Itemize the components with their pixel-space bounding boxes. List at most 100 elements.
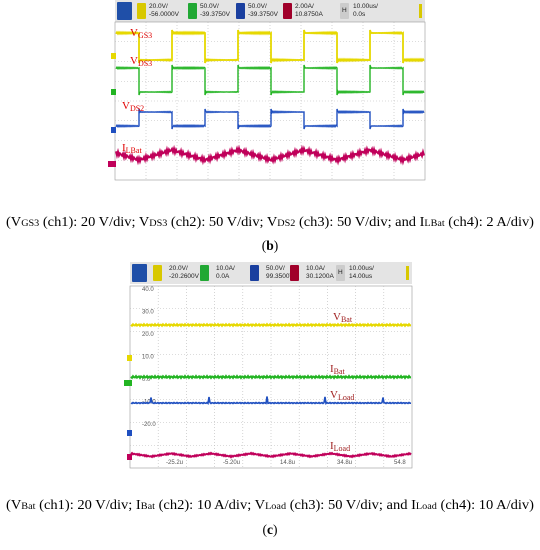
trace-label: VBat <box>333 311 353 324</box>
waveform <box>130 322 412 328</box>
trace-label: ILBat <box>122 142 142 155</box>
channel-scale: 50.0V/ <box>248 3 267 10</box>
channel-scale: 2.00A/ <box>295 3 314 10</box>
channel-flag <box>127 430 132 436</box>
caption-subscript: DS3 <box>149 219 167 229</box>
trace-label-main: I <box>330 440 334 452</box>
figure-label-part: ) <box>273 522 278 537</box>
channel-scale: 20.0V/ <box>149 3 168 10</box>
trace-label-main: I <box>122 142 126 154</box>
channel-offset: 99.3500V <box>266 273 294 280</box>
channel-flag <box>127 454 132 460</box>
timebase-box <box>336 265 345 281</box>
trace-label-main: V <box>330 389 338 401</box>
waveform <box>130 374 412 380</box>
timebase-marker: H <box>342 7 347 14</box>
channel-box <box>137 3 146 19</box>
channel-flag <box>111 127 116 133</box>
y-axis-label: 0.0 <box>142 377 151 383</box>
channel-flag <box>124 380 132 386</box>
x-axis-label: 14.8u <box>280 460 295 466</box>
channel-offset: 10.8750A <box>295 11 323 18</box>
caption-subscript: GS3 <box>21 219 39 229</box>
y-axis-label: 10.0 <box>142 355 154 361</box>
figure-label-part: b <box>266 238 274 253</box>
x-axis-label: -5.20u <box>223 460 240 466</box>
channel-box <box>236 3 245 19</box>
caption-subscript: LBat <box>424 219 445 229</box>
x-axis-label: -25.2u <box>166 460 183 466</box>
trigger-marker <box>406 266 409 280</box>
x-axis-label: 34.8u <box>337 460 352 466</box>
channel-flag <box>111 89 116 95</box>
channel-offset: -39.3750V <box>200 11 231 18</box>
caption-text: (ch3): 50 V/div; and I <box>286 497 416 512</box>
caption-text: (ch2): 10 A/div; V <box>155 497 265 512</box>
channel-scale: 50.0V/ <box>200 3 219 10</box>
y-axis-label: 20.0 <box>142 332 154 338</box>
figure-label: (b) <box>262 238 279 253</box>
trace-label-sub: GS3 <box>138 31 152 40</box>
figure-label: (c) <box>263 522 278 537</box>
caption-subscript: DS2 <box>277 219 295 229</box>
trace-label-main: I <box>330 363 334 375</box>
trace-label-sub: DS3 <box>138 59 152 68</box>
channel-box <box>153 265 162 281</box>
caption: (VGS3 (ch1): 20 V/div; V DS3 (ch2): 50 V/… <box>6 214 534 229</box>
trace-label-main: V <box>130 27 138 39</box>
caption-subscript: Bat <box>141 502 156 512</box>
channel-box <box>290 265 299 281</box>
y-axis-label: 30.0 <box>142 310 154 316</box>
timebase-box <box>340 3 349 19</box>
caption-text: (ch1): 20 V/div; V <box>39 214 149 229</box>
y-axis-label: 40.0 <box>142 287 154 293</box>
waveform <box>115 144 425 166</box>
timebase-offset: 0.0s <box>353 11 366 18</box>
channel-offset: 0.0A <box>216 273 230 280</box>
trace-label: VDS2 <box>122 100 144 113</box>
trace-label: VGS3 <box>130 27 152 40</box>
trace-label: VLoad <box>330 389 354 402</box>
caption-text: (V <box>6 214 21 229</box>
timebase-marker: H <box>338 269 343 276</box>
figure-label-part: ( <box>262 238 267 253</box>
channel-flag <box>111 53 116 59</box>
trace-label-sub: Load <box>338 393 354 402</box>
trace-label-sub: Bat <box>341 315 353 324</box>
waveform <box>130 451 412 459</box>
channel-flag <box>127 355 132 361</box>
channel-box <box>283 3 292 19</box>
caption-text: (ch1): 20 V/div; I <box>35 497 141 512</box>
channel-offset: -56.0000V <box>149 11 180 18</box>
figure-label-part: c <box>267 522 273 537</box>
x-axis-label: 54.8 <box>394 460 406 466</box>
caption-text: (V <box>6 497 22 512</box>
waveform <box>130 396 411 405</box>
caption-subscript: Load <box>265 502 286 512</box>
caption: (VBat (ch1): 20 V/div; I Bat (ch2): 10 A/… <box>6 497 534 512</box>
menu-icon <box>132 264 147 282</box>
trigger-marker <box>419 4 422 18</box>
caption-subscript: Load <box>416 502 437 512</box>
channel-box <box>250 265 259 281</box>
trace-label-sub: Bat <box>334 367 346 376</box>
figure-label-part: ( <box>263 522 268 537</box>
trace-label-main: V <box>130 55 138 67</box>
trace-label-sub: Load <box>334 444 350 453</box>
y-axis-label: -20.0 <box>142 422 156 428</box>
trace-label-sub: DS2 <box>130 104 144 113</box>
channel-scale: 50.0V/ <box>266 265 285 272</box>
trace-label: ILoad <box>330 440 350 453</box>
channel-offset: -39.3750V <box>248 11 279 18</box>
menu-icon <box>117 2 132 20</box>
timebase-scale: 10.00us/ <box>349 265 374 272</box>
channel-offset: 30.1200A <box>306 273 334 280</box>
timebase-offset: 14.00us <box>349 273 373 280</box>
channel-flag <box>108 161 116 167</box>
waveform <box>115 64 425 96</box>
channel-scale: 10.0A/ <box>216 265 235 272</box>
channel-scale: 10.0A/ <box>306 265 325 272</box>
caption-text: (ch4): 2 A/div) <box>445 214 534 229</box>
caption-text: (ch4): 10 A/div) <box>437 497 534 512</box>
